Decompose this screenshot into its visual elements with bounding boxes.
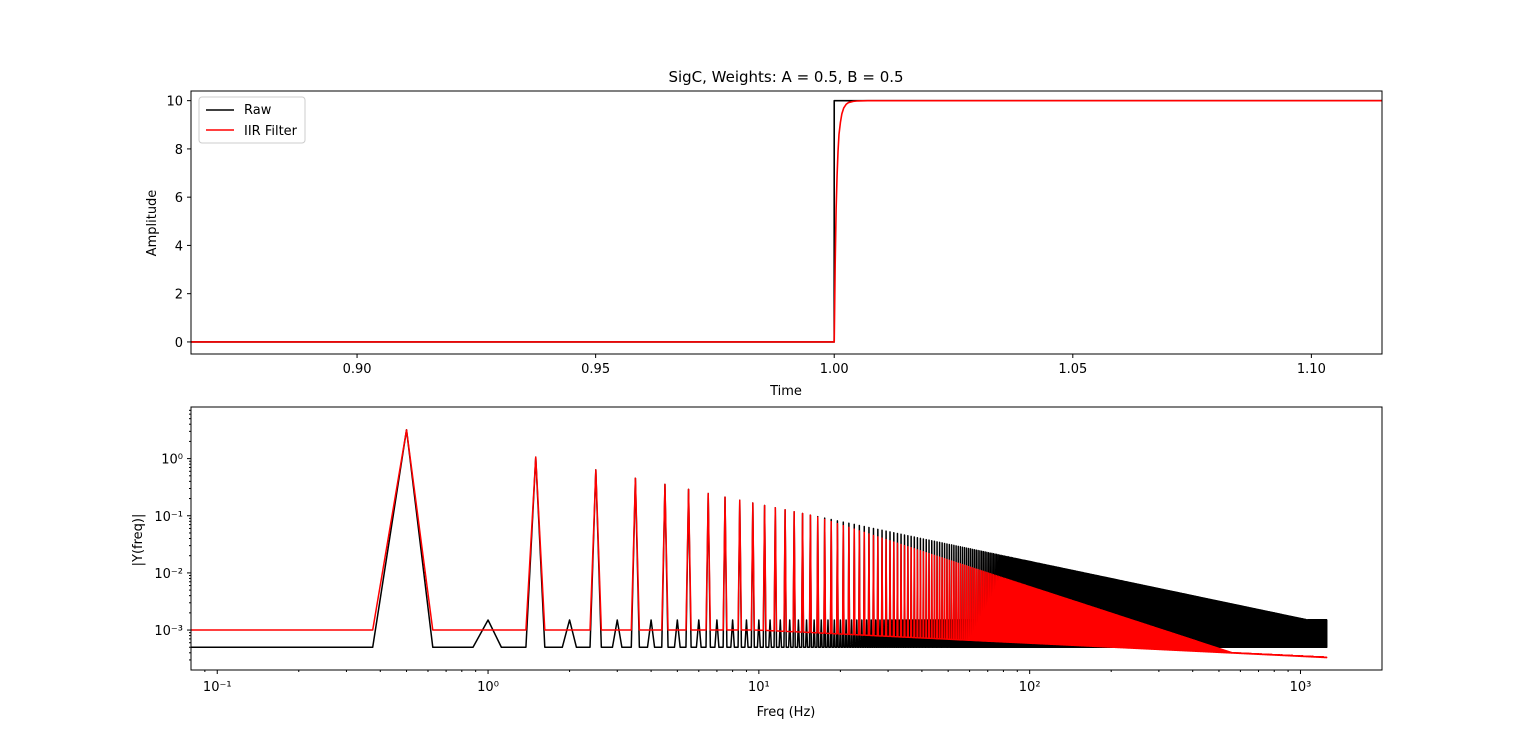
- top-chart-series: [191, 99, 1382, 343]
- y-tick-label: 10: [166, 95, 183, 110]
- y-tick-label: 2: [175, 288, 183, 303]
- y-tick-label: 10⁻²: [154, 567, 183, 582]
- x-tick-label: 10¹: [748, 680, 770, 695]
- y-tick-label: 10⁻¹: [154, 510, 183, 525]
- y-tick-label: 8: [175, 143, 183, 158]
- iir-filter-spectrum-line: [191, 429, 1328, 659]
- x-tick-label: 10³: [1290, 680, 1312, 695]
- bottom-chart-series: [191, 429, 1328, 659]
- legend-label-raw: Raw: [244, 103, 272, 118]
- bottom-chart-ticks: 10⁻¹ 10⁰ 10¹ 10² 10³ 10⁻³ 10⁻² 10⁻¹ 10⁰: [154, 409, 1312, 695]
- top-chart-legend: Raw IIR Filter: [198, 96, 306, 144]
- x-tick-label: 10⁰: [477, 680, 499, 695]
- y-tick-label: 6: [175, 191, 183, 206]
- x-tick-label: 10⁻¹: [203, 680, 232, 695]
- x-tick-label: 1.00: [820, 362, 849, 377]
- y-tick-label: 0: [175, 336, 183, 351]
- time-domain-axes: SigC, Weights: A = 0.5, B = 0.5 0.90 0.95…: [145, 68, 1383, 399]
- iir-filter-series-line: [191, 99, 1382, 343]
- x-tick-label: 0.95: [581, 362, 610, 377]
- legend-label-iir: IIR Filter: [244, 124, 298, 139]
- x-tick-label: 10²: [1019, 680, 1041, 695]
- legend-box: [198, 96, 306, 144]
- y-tick-label: 10⁻³: [154, 624, 183, 639]
- y-tick-label: 4: [175, 239, 183, 254]
- top-chart-ticks: 0.90 0.95 1.00 1.05 1.10 0 2 4 6 8 10: [166, 95, 1325, 377]
- frequency-domain-axes: 10⁻¹ 10⁰ 10¹ 10² 10³ 10⁻³ 10⁻² 10⁻¹ 10⁰ Freq (Hz…: [131, 406, 1383, 720]
- bottom-chart-y-label: |Y(freq)|: [131, 514, 146, 567]
- x-tick-label: 0.90: [343, 362, 372, 377]
- top-chart-frame: [190, 90, 1383, 355]
- bottom-chart-frame: [190, 406, 1383, 671]
- top-chart-x-label: Time: [769, 384, 802, 399]
- x-tick-label: 1.05: [1058, 362, 1087, 377]
- y-tick-label: 10⁰: [161, 453, 183, 468]
- x-tick-label: 1.10: [1297, 362, 1326, 377]
- bottom-chart-x-label: Freq (Hz): [757, 705, 816, 720]
- top-chart-title: SigC, Weights: A = 0.5, B = 0.5: [668, 68, 903, 86]
- raw-spectrum-line: [191, 429, 1328, 649]
- top-chart-y-label: Amplitude: [145, 190, 160, 257]
